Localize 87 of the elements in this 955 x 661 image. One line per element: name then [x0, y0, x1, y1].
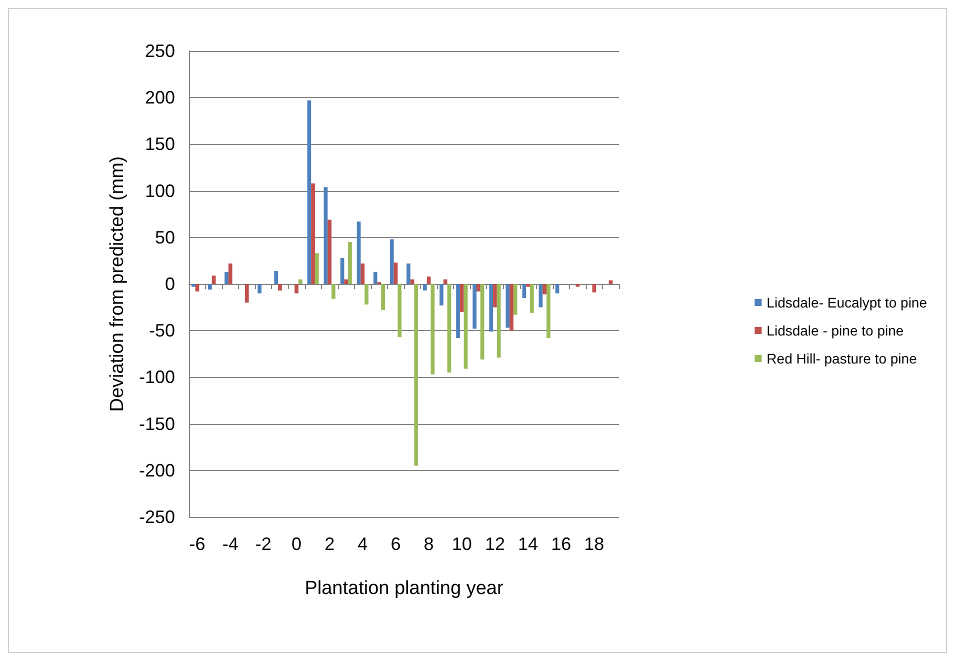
- x-tick-label: -2: [255, 534, 272, 554]
- y-axis-title: Deviation from predicted (mm): [107, 156, 128, 412]
- bar: [228, 263, 232, 284]
- bar: [522, 284, 526, 298]
- bar: [390, 239, 394, 284]
- bar: [538, 284, 543, 308]
- bar: [212, 276, 216, 284]
- bar: [274, 270, 278, 284]
- bar: [224, 272, 228, 284]
- legend-label: Lidsdale - pine to pine: [766, 322, 904, 338]
- x-axis-title: Plantation planting year: [304, 578, 504, 599]
- x-tick-label: 4: [358, 534, 368, 554]
- bar: [244, 284, 249, 303]
- y-tick-label: 0: [164, 274, 175, 294]
- bar: [258, 284, 262, 294]
- x-tick-label: -4: [222, 534, 238, 554]
- bar: [298, 279, 302, 284]
- y-tick-label: 250: [144, 41, 175, 61]
- bar: [398, 284, 402, 338]
- bar: [311, 183, 315, 284]
- bar: [456, 284, 460, 338]
- bar: [493, 284, 497, 308]
- bar: [324, 187, 328, 284]
- x-tick-label: -6: [189, 534, 206, 554]
- bar: [356, 222, 361, 284]
- x-tick-label: 10: [452, 534, 472, 554]
- bar: [489, 284, 494, 332]
- bar: [510, 284, 514, 331]
- y-tick-label: -50: [148, 320, 175, 341]
- x-tick-label: 6: [390, 534, 401, 554]
- bar: [430, 284, 435, 374]
- x-tick-label: 18: [584, 534, 604, 554]
- bar: [496, 284, 501, 358]
- bar: [526, 284, 530, 287]
- bar: [443, 279, 448, 284]
- bar: [364, 284, 368, 305]
- bar: [195, 284, 200, 292]
- x-tick-label: 14: [518, 534, 538, 554]
- bar: [592, 284, 596, 292]
- bar: [394, 262, 398, 284]
- bar: [332, 284, 336, 299]
- bar: [464, 284, 468, 369]
- bar: [476, 284, 480, 292]
- y-tick-label: 200: [144, 88, 175, 108]
- bar: [513, 284, 518, 315]
- bar: [414, 284, 418, 466]
- y-tick-label: -250: [138, 507, 175, 527]
- bar: [294, 284, 298, 294]
- bar: [460, 284, 464, 312]
- y-tick-label: 150: [144, 134, 175, 154]
- y-tick-label: -200: [138, 460, 175, 480]
- y-tick-label: 100: [144, 180, 175, 201]
- bar: [440, 284, 444, 306]
- bar: [314, 253, 319, 284]
- y-tick-label: -150: [138, 414, 175, 434]
- bar: [506, 284, 510, 328]
- bar: [340, 258, 344, 284]
- bar: [542, 284, 547, 294]
- x-tick-label: 16: [551, 534, 572, 554]
- x-tick-label: 0: [291, 534, 302, 554]
- y-tick-label: -100: [138, 367, 175, 388]
- bar: [344, 279, 348, 284]
- bar: [360, 263, 365, 284]
- bar: [381, 284, 385, 310]
- bar: [546, 284, 550, 338]
- bar: [423, 284, 427, 291]
- y-tick-label: 50: [154, 227, 175, 248]
- legend-label: Red Hill- pasture to pine: [766, 350, 918, 366]
- bar: [480, 284, 484, 360]
- bar: [576, 284, 580, 287]
- bar: [373, 272, 378, 284]
- bar: [555, 284, 560, 294]
- bar: [328, 220, 332, 284]
- bar: [472, 284, 476, 329]
- legend-label: Lidsdale- Eucalypt to pine: [766, 294, 928, 310]
- bar: [208, 284, 212, 290]
- x-tick-label: 8: [424, 534, 434, 554]
- bar: [348, 242, 352, 284]
- x-tick-label: 12: [484, 534, 505, 554]
- x-tick-label: 2: [324, 534, 335, 554]
- bar: [426, 276, 431, 284]
- bar: [447, 284, 452, 373]
- bar: [530, 284, 534, 313]
- bar: [191, 284, 196, 287]
- bar: [307, 100, 312, 284]
- bar: [406, 263, 410, 284]
- bar: [278, 284, 282, 291]
